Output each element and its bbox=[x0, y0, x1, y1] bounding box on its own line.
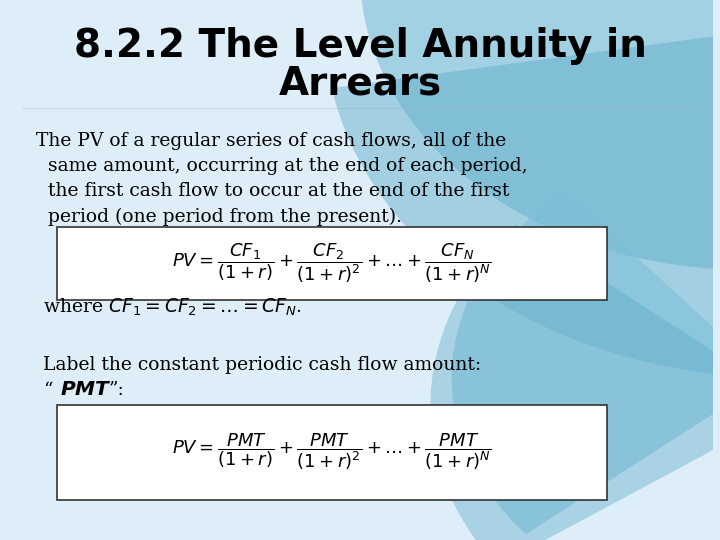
Text: Arrears: Arrears bbox=[279, 65, 441, 103]
Wedge shape bbox=[360, 0, 720, 270]
Text: $\bfit{PMT}$: $\bfit{PMT}$ bbox=[60, 380, 112, 400]
FancyBboxPatch shape bbox=[57, 405, 607, 500]
Text: $PV = \dfrac{CF_1}{(1+r)} + \dfrac{CF_2}{(1+r)^2} + \ldots + \dfrac{CF_N}{(1+r)^: $PV = \dfrac{CF_1}{(1+r)} + \dfrac{CF_2}… bbox=[172, 241, 492, 285]
Wedge shape bbox=[332, 27, 720, 377]
Text: 8.2.2 The Level Annuity in: 8.2.2 The Level Annuity in bbox=[73, 27, 647, 65]
Text: $PV = \dfrac{PMT}{(1+r)} + \dfrac{PMT}{(1+r)^2} + \ldots + \dfrac{PMT}{(1+r)^N}$: $PV = \dfrac{PMT}{(1+r)} + \dfrac{PMT}{(… bbox=[172, 431, 492, 472]
Text: Label the constant periodic cash flow amount:: Label the constant periodic cash flow am… bbox=[42, 355, 481, 374]
FancyBboxPatch shape bbox=[57, 227, 607, 300]
Wedge shape bbox=[451, 192, 720, 534]
Text: where $CF_1 = CF_2 = \ldots = CF_N$.: where $CF_1 = CF_2 = \ldots = CF_N$. bbox=[42, 297, 302, 319]
Wedge shape bbox=[431, 225, 720, 540]
Text: “: “ bbox=[42, 381, 52, 399]
Text: The PV of a regular series of cash flows, all of the
  same amount, occurring at: The PV of a regular series of cash flows… bbox=[36, 132, 527, 226]
Text: ”:: ”: bbox=[108, 381, 124, 399]
